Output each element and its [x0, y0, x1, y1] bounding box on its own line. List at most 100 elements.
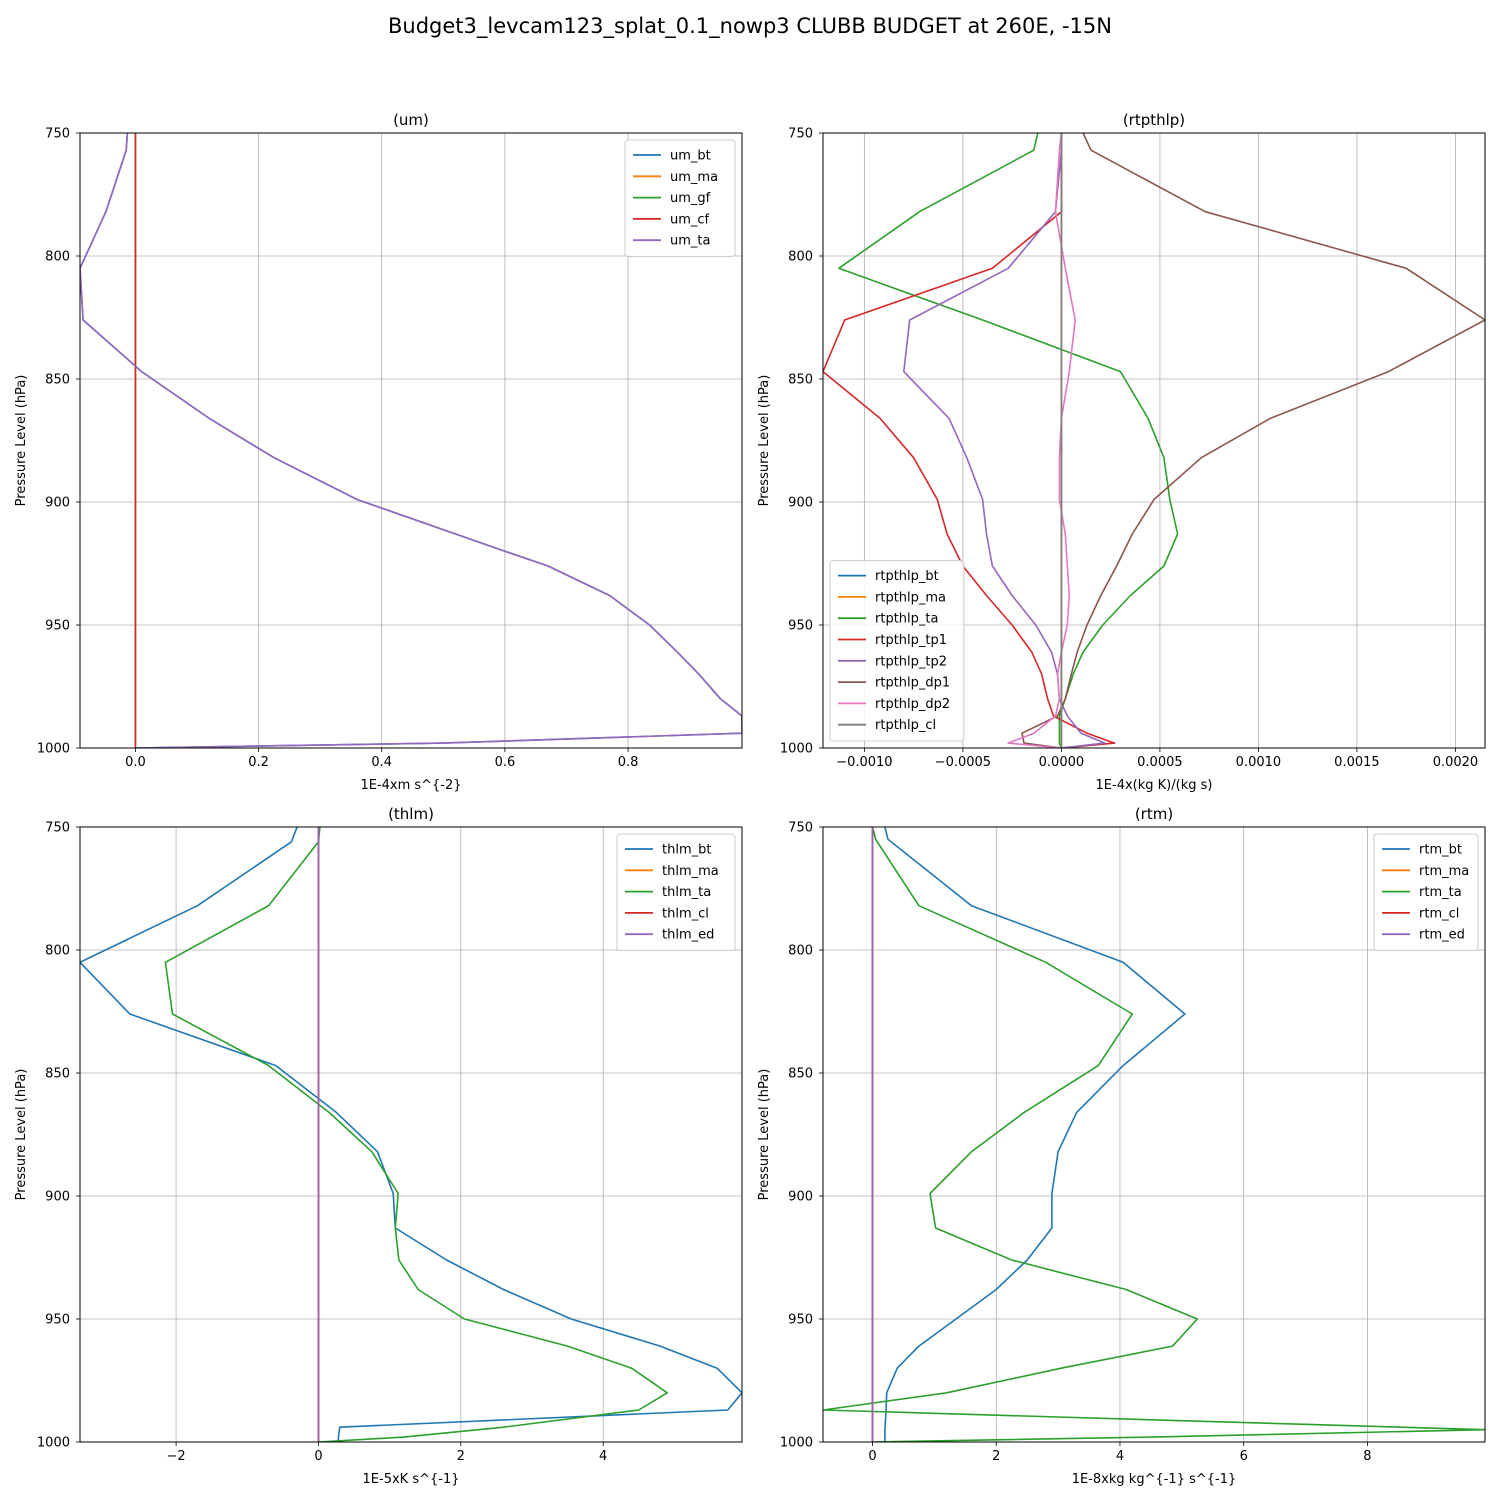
- axes-frame: [822, 132, 1486, 749]
- x-tick-label: 0: [868, 1449, 876, 1464]
- x-tick-label: 0.0005: [1137, 755, 1183, 770]
- y-tick-label: 950: [45, 619, 70, 634]
- x-tick-label: −0.0005: [935, 755, 991, 770]
- x-tick-label: 0.0: [125, 755, 146, 770]
- series-line-rtpthlp_ta: [837, 133, 1179, 748]
- series-line-rtpthlp_tp1: [823, 133, 1116, 748]
- y-axis-label: Pressure Level (hPa): [757, 375, 772, 507]
- x-tick-label: 0.8: [618, 755, 639, 770]
- y-tick-label: 1000: [37, 1436, 70, 1451]
- legend-entry: rtpthlp_cl: [875, 718, 936, 733]
- x-tick-label: 0.4: [371, 755, 392, 770]
- y-tick-label: 1000: [780, 1436, 813, 1451]
- legend-entry: um_ma: [670, 170, 718, 185]
- x-tick-label: 0.6: [495, 755, 516, 770]
- subplot-title: (um): [393, 111, 429, 129]
- legend-entry: rtpthlp_dp2: [875, 697, 950, 712]
- figure-title: Budget3_levcam123_splat_0.1_nowp3 CLUBB …: [388, 14, 1112, 38]
- legend-entry: rtm_bt: [1419, 843, 1462, 858]
- x-tick-label: 4: [1116, 1449, 1124, 1464]
- legend-entry: rtm_cl: [1419, 906, 1459, 921]
- legend-entry: thlm_cl: [662, 906, 709, 921]
- legend-entry: thlm_ma: [662, 864, 719, 879]
- legend-entry: rtm_ed: [1419, 928, 1465, 943]
- x-axis-label: 1E-8xkg kg^{-1} s^{-1}: [1072, 1472, 1237, 1487]
- legend-entry: rtpthlp_ta: [875, 612, 938, 627]
- y-axis-label: Pressure Level (hPa): [757, 1069, 772, 1201]
- series-line-rtpthlp_tp2: [902, 133, 1106, 748]
- legend-entry: rtm_ma: [1419, 864, 1469, 879]
- subplot-1: 0.0 0.2 0.4 0.6 0.8 750 800 850 900 950 1000 (um) 1E…: [14, 111, 743, 793]
- x-tick-label: 2: [992, 1449, 1000, 1464]
- legend: um_bt um_ma um_gf um_cf um_ta: [624, 139, 736, 257]
- series-group: [823, 133, 1485, 748]
- legend-entry: rtpthlp_ma: [875, 590, 946, 605]
- subplot-title: (rtpthlp): [1123, 111, 1185, 129]
- x-tick-label: 0: [314, 1449, 322, 1464]
- x-tick-label: 0.0020: [1433, 755, 1479, 770]
- subplot-2: −0.0010 −0.0005 0.0000 0.0005 0.0010 0.0015 0.…: [757, 111, 1486, 793]
- x-axis-label: 1E-4xm s^{-2}: [360, 778, 461, 793]
- y-tick-label: 850: [45, 1067, 70, 1082]
- y-tick-label: 900: [45, 496, 70, 511]
- y-tick-label: 800: [788, 944, 813, 959]
- y-tick-label: 950: [788, 1313, 813, 1328]
- series-group: [80, 133, 742, 748]
- series-line-thlm_ta: [164, 827, 669, 1442]
- series-line-rtm_ta: [823, 827, 1485, 1442]
- x-tick-label: 0.0015: [1334, 755, 1380, 770]
- subplot-4: 0 2 4 6 8 750 800 850 900 950 1000 (rtm) 1E-8xkg kg^…: [757, 805, 1486, 1487]
- x-tick-label: −2: [167, 1449, 186, 1464]
- legend-entry: um_bt: [670, 149, 711, 164]
- legend-box: [624, 139, 736, 257]
- y-tick-label: 900: [788, 1190, 813, 1205]
- series-line-thlm_bt: [80, 827, 742, 1442]
- y-tick-label: 950: [788, 619, 813, 634]
- y-tick-label: 900: [788, 496, 813, 511]
- legend-entry: rtpthlp_bt: [875, 569, 939, 584]
- x-tick-label: 2: [457, 1449, 465, 1464]
- axes-frame: [79, 132, 743, 749]
- legend-box: [616, 833, 736, 951]
- y-tick-label: 800: [45, 944, 70, 959]
- y-tick-label: 900: [45, 1190, 70, 1205]
- y-tick-label: 800: [788, 250, 813, 265]
- x-tick-label: 6: [1240, 1449, 1248, 1464]
- y-axis-label: Pressure Level (hPa): [14, 1069, 29, 1201]
- x-tick-label: 0.0010: [1236, 755, 1282, 770]
- x-axis-label: 1E-4x(kg K)/(kg s): [1096, 778, 1213, 793]
- y-axis-label: Pressure Level (hPa): [14, 375, 29, 507]
- x-axis-label: 1E-5xK s^{-1}: [363, 1472, 460, 1487]
- y-tick-label: 750: [788, 127, 813, 142]
- x-tick-label: 0.0000: [1039, 755, 1085, 770]
- x-tick-label: 8: [1363, 1449, 1371, 1464]
- x-tick-label: 4: [599, 1449, 607, 1464]
- legend: thlm_bt thlm_ma thlm_ta thlm_cl thlm_ed: [616, 833, 736, 951]
- legend-box: [1373, 833, 1479, 951]
- series-line-rtm_bt: [884, 827, 1186, 1442]
- series-line-rtpthlp_dp1: [1021, 133, 1485, 748]
- subplot-3: −2 0 2 4 750 800 850 900 950 1000 (thlm) 1E-5xK s^{…: [14, 805, 743, 1487]
- y-tick-label: 800: [45, 250, 70, 265]
- y-tick-label: 850: [788, 373, 813, 388]
- series-group: [80, 827, 742, 1442]
- series-line-rtpthlp_dp2: [1007, 133, 1076, 748]
- axes-frame: [822, 826, 1486, 1443]
- legend-entry: rtpthlp_tp1: [875, 633, 947, 648]
- y-tick-label: 1000: [780, 742, 813, 757]
- legend-box: [829, 560, 965, 742]
- legend-entry: rtm_ta: [1419, 885, 1462, 900]
- legend-entry: um_gf: [670, 191, 711, 206]
- legend: rtpthlp_bt rtpthlp_ma rtpthlp_ta rtpthlp_tp…: [829, 560, 965, 742]
- series-line-um_ta: [80, 133, 742, 748]
- subplot-title: (rtm): [1135, 805, 1173, 823]
- y-tick-label: 750: [45, 821, 70, 836]
- legend-entry: rtpthlp_dp1: [875, 676, 950, 691]
- subplot-title: (thlm): [388, 805, 434, 823]
- legend-entry: um_ta: [670, 234, 710, 249]
- legend-entry: um_cf: [670, 212, 710, 227]
- y-tick-label: 850: [788, 1067, 813, 1082]
- axes-frame: [79, 826, 743, 1443]
